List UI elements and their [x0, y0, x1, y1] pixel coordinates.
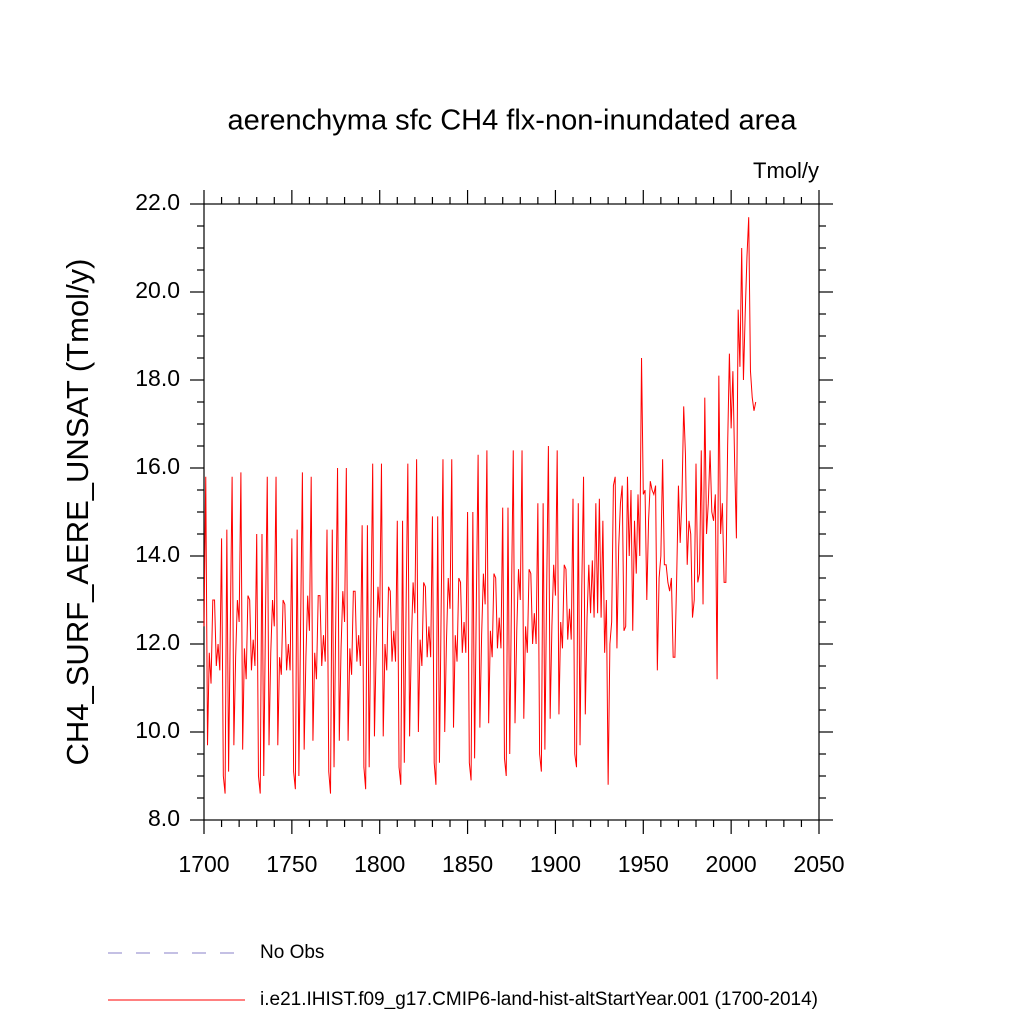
y-tick-label: 22.0: [135, 189, 180, 215]
series-line: [203, 217, 757, 794]
x-tick-label: 1950: [618, 851, 669, 877]
x-tick-label: 1850: [442, 851, 493, 877]
units-label: Tmol/y: [753, 158, 819, 183]
y-tick-label: 12.0: [135, 629, 180, 655]
y-tick-label: 8.0: [148, 805, 180, 831]
y-tick-label: 14.0: [135, 541, 180, 567]
y-axis-label: CH4_SURF_AERE_UNSAT (Tmol/y): [60, 258, 95, 765]
x-tick-label: 1800: [354, 851, 405, 877]
x-tick-label: 1900: [530, 851, 581, 877]
x-tick-label: 2000: [706, 851, 757, 877]
legend-label: i.e21.IHIST.f09_g17.CMIP6-land-hist-altS…: [260, 989, 818, 1010]
chart-title: aerenchyma sfc CH4 flx-non-inundated are…: [227, 105, 797, 137]
x-tick-label: 1750: [266, 851, 317, 877]
y-tick-label: 18.0: [135, 365, 180, 391]
y-tick-label: 16.0: [135, 453, 180, 479]
x-tick-label: 2050: [793, 851, 844, 877]
x-tick-label: 1700: [178, 851, 229, 877]
legend-label: No Obs: [260, 942, 324, 963]
y-tick-label: 10.0: [135, 717, 180, 743]
y-tick-label: 20.0: [135, 277, 180, 303]
